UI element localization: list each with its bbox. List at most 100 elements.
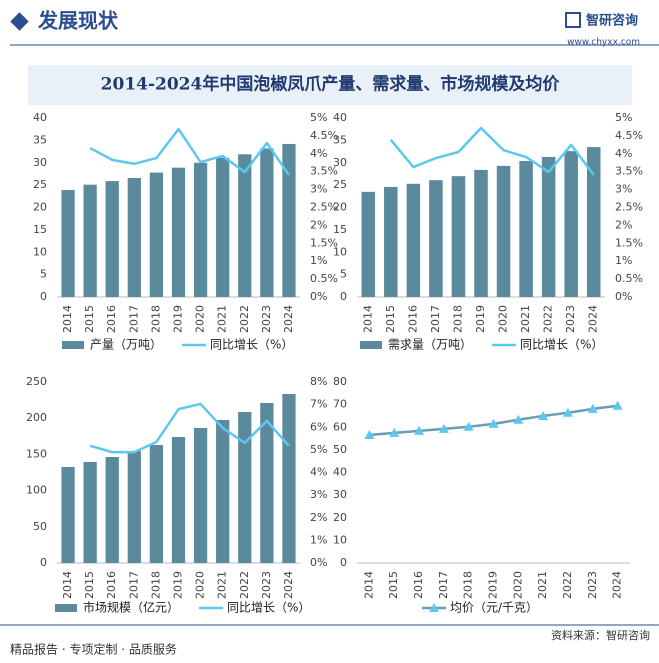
marker xyxy=(587,403,598,413)
x-tick-label: 2014 xyxy=(61,571,74,599)
y2-tick-label: 1.5% xyxy=(310,236,338,249)
bar xyxy=(496,165,511,297)
bar xyxy=(127,177,141,297)
x-tick-label: 2016 xyxy=(105,571,118,599)
marker xyxy=(364,429,375,439)
x-tick-label: 2022 xyxy=(238,305,251,333)
bar xyxy=(541,156,556,297)
title-bar xyxy=(28,65,632,105)
x-tick-label: 2018 xyxy=(149,571,162,599)
bar xyxy=(216,420,230,563)
url: www.chyxx.com xyxy=(567,38,640,48)
x-tick-label: 2018 xyxy=(462,571,475,599)
section-title: 发展现状 xyxy=(37,9,119,33)
y-tick-label: 10 xyxy=(333,245,347,258)
bar xyxy=(260,148,274,297)
y-tick-label: 150 xyxy=(26,447,47,460)
bar xyxy=(149,172,164,297)
bar xyxy=(429,180,443,297)
legend-label: 同比增长（%） xyxy=(520,338,603,352)
x-tick-label: 2017 xyxy=(429,305,442,333)
marker xyxy=(488,418,499,428)
bar xyxy=(361,191,376,297)
bar xyxy=(519,160,533,297)
bar xyxy=(127,450,141,563)
bar xyxy=(260,402,274,563)
y2-tick-label: 4% xyxy=(310,147,327,160)
brand: 智研咨询 xyxy=(586,13,638,29)
legend-marker xyxy=(429,603,439,612)
x-tick-label: 2017 xyxy=(437,571,450,599)
x-tick-label: 2023 xyxy=(586,571,599,599)
y2-tick-label: 2.5% xyxy=(615,201,643,214)
legend-label: 同比增长（%） xyxy=(227,601,310,615)
x-tick-label: 2015 xyxy=(384,305,397,333)
bar xyxy=(238,411,252,563)
y2-tick-label: 3% xyxy=(310,488,327,501)
y2-tick-label: 5% xyxy=(310,111,327,124)
x-tick-label: 2015 xyxy=(83,571,96,599)
x-tick-label: 2014 xyxy=(362,571,375,599)
line xyxy=(89,402,290,454)
y2-tick-label: 1% xyxy=(310,533,327,546)
bar xyxy=(238,154,252,297)
y-tick-label: 20 xyxy=(33,201,47,214)
bar xyxy=(193,162,208,297)
y2-tick-label: 7% xyxy=(310,398,327,411)
bar xyxy=(171,167,186,297)
x-tick-label: 2019 xyxy=(487,571,500,599)
x-tick-label: 2023 xyxy=(260,305,273,333)
x-tick-label: 2019 xyxy=(172,571,185,599)
y-tick-label: 50 xyxy=(333,443,347,456)
y-tick-label: 60 xyxy=(333,420,347,433)
bar xyxy=(474,169,488,297)
y2-tick-label: 0% xyxy=(310,556,327,569)
source: 资料来源：智研咨询 xyxy=(551,628,650,642)
header-icon xyxy=(10,12,29,31)
y2-tick-label: 0% xyxy=(310,290,327,303)
x-tick-label: 2020 xyxy=(497,305,510,333)
x-tick-label: 2014 xyxy=(361,305,374,333)
x-tick-label: 2021 xyxy=(519,305,532,333)
x-tick-label: 2021 xyxy=(216,571,229,599)
y-tick-label: 5 xyxy=(340,268,347,281)
y-tick-label: 200 xyxy=(26,411,47,424)
y-tick-label: 80 xyxy=(333,375,347,388)
marker xyxy=(389,427,400,437)
y-tick-label: 50 xyxy=(33,520,47,533)
legend-label: 产量（万吨） xyxy=(90,338,162,352)
x-tick-label: 2021 xyxy=(216,305,229,333)
legend-label: 市场规模（亿元） xyxy=(83,600,179,615)
x-tick-label: 2015 xyxy=(83,305,96,333)
bar xyxy=(384,186,398,297)
bar xyxy=(451,176,466,297)
x-tick-label: 2017 xyxy=(127,305,140,333)
x-tick-label: 2024 xyxy=(282,305,295,333)
x-tick-label: 2014 xyxy=(61,305,74,333)
x-tick-label: 2019 xyxy=(474,305,487,333)
y-tick-label: 0 xyxy=(340,556,347,569)
legend-swatch xyxy=(62,341,84,349)
y-tick-label: 20 xyxy=(333,511,347,524)
x-tick-label: 2018 xyxy=(451,305,464,333)
chart-title: 2014-2024年中国泡椒凤爪产量、需求量、市场规模及均价 xyxy=(101,74,561,95)
logo-icon xyxy=(565,12,581,28)
bar xyxy=(282,394,296,563)
y2-tick-label: 3.5% xyxy=(310,165,338,178)
x-tick-label: 2023 xyxy=(564,305,577,333)
y-tick-label: 0 xyxy=(40,556,47,569)
y-tick-label: 70 xyxy=(333,398,347,411)
y2-tick-label: 0% xyxy=(615,290,632,303)
x-tick-label: 2022 xyxy=(238,571,251,599)
x-tick-label: 2022 xyxy=(561,571,574,599)
marker xyxy=(414,425,425,435)
bar xyxy=(61,466,75,563)
y-tick-label: 40 xyxy=(33,111,47,124)
y-tick-label: 0 xyxy=(340,290,347,303)
marker xyxy=(562,407,573,417)
x-tick-label: 2016 xyxy=(105,305,118,333)
y2-tick-label: 4.5% xyxy=(310,129,338,142)
x-tick-label: 2024 xyxy=(282,571,295,599)
line xyxy=(89,127,290,176)
